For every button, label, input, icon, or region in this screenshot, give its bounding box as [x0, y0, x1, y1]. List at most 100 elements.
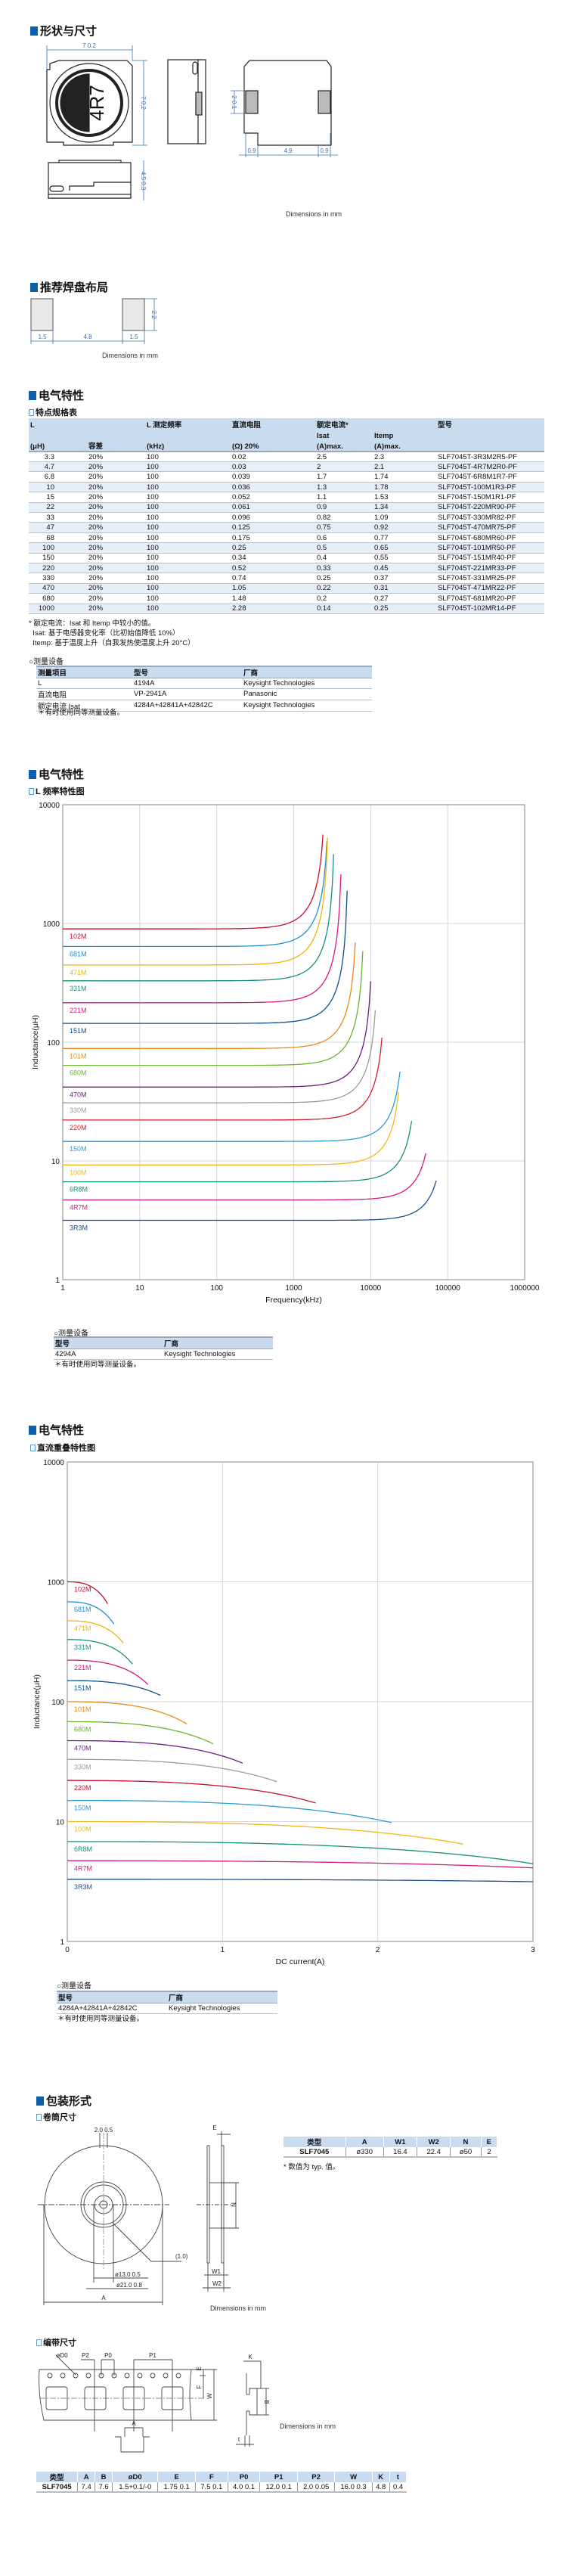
cell: 4284A+42841A+42842C [132, 700, 242, 712]
cell-dc-resistance: 1.48 [231, 593, 315, 604]
table-row: L 4194A Keysight Technologies [36, 678, 372, 689]
tape-header: 类型 [36, 2472, 79, 2482]
front-view [48, 160, 132, 199]
cell-inductance: 1000 [29, 604, 87, 614]
spec-row: 680 20% 100 1.48 0.2 0.27 SLF7045T-681MR20-PF [29, 593, 544, 604]
cell-tolerance: 20% [87, 583, 145, 594]
series-label-680M: 680M [70, 1069, 87, 1077]
cell-part-number: SLF7045T-221MR33-PF [436, 563, 544, 574]
spec-row: 150 20% 100 0.34 0.4 0.55 SLF7045T-151MR40-PF [29, 553, 544, 563]
series-label-150M: 150M [74, 1805, 91, 1812]
spec-row: 10 20% 100 0.036 1.3 1.78 SLF7045T-100M1R3-PF [29, 482, 544, 493]
units-caption: Dimensions in mm [210, 2304, 267, 2312]
heading-square-icon [30, 282, 38, 292]
sprocket-hole [73, 2373, 79, 2379]
cell-itemp: 0.27 [373, 593, 436, 604]
series-label-330M: 330M [74, 1763, 91, 1771]
cell-tolerance: 20% [87, 542, 145, 554]
cell-inductance: 680 [29, 593, 87, 604]
cell-tolerance: 20% [87, 593, 145, 604]
cell-isat: 0.82 [315, 512, 373, 523]
header-part-number: 型号 [436, 418, 544, 430]
cell-test-frequency: 100 [145, 563, 231, 574]
subheading-box-icon [36, 2113, 42, 2121]
chart-title: 直流重叠特性图 [37, 1444, 95, 1453]
dim-p0: P0 [104, 2352, 112, 2359]
cell: 16.0 0.3 [334, 2482, 373, 2493]
cell-part-number: SLF7045T-220MR90-PF [436, 502, 544, 514]
subheading-spec-table: 特点规格表 [29, 406, 77, 418]
x-tick-label: 100000 [435, 1284, 460, 1293]
series-line-151M [63, 890, 348, 1024]
spec-row: 220 20% 100 0.52 0.33 0.45 SLF7045T-221MR33-PF [29, 563, 544, 574]
cell-tolerance: 20% [87, 492, 145, 503]
cell-part-number: SLF7045T-681MR20-PF [436, 593, 544, 604]
subheading-box-icon [29, 408, 34, 416]
cell-tolerance: 20% [87, 471, 145, 483]
sprocket-hole [137, 2373, 143, 2379]
subheading-box-icon [30, 1444, 36, 1451]
cell: Keysight Technologies [163, 1349, 273, 1360]
subheading-box-icon [36, 2339, 42, 2346]
spec-row: 330 20% 100 0.74 0.25 0.37 SLF7045T-331MR25-PF [29, 573, 544, 584]
spec-row: 100 20% 100 0.25 0.5 0.65 SLF7045T-101MR50-PF [29, 542, 544, 554]
cell-itemp: 0.92 [373, 522, 436, 533]
series-line-471M [67, 1620, 124, 1643]
dim-d0: øD0 [56, 2352, 68, 2359]
bottom-view [243, 60, 332, 146]
series-line-6R8M [67, 1841, 534, 1864]
x-tick-label: 1 [221, 1946, 225, 1954]
cell-part-number: SLF7045T-470MR75-PF [436, 522, 544, 533]
dim-thickness: 4.5 0.3 [140, 172, 147, 191]
series-line-330M [67, 1758, 277, 1783]
component-pocket [161, 2386, 184, 2410]
cell-part-number: SLF7045T-471MR22-PF [436, 583, 544, 594]
header-a: A [345, 2137, 384, 2147]
cell-isat: 2 [315, 461, 373, 473]
cell-dc-resistance: 1.05 [231, 583, 315, 594]
tape-header: F [195, 2472, 228, 2482]
cell-test-frequency: 100 [145, 452, 231, 463]
spec-notes: * 额定电流：Isat 和 Itemp 中较小的值。 Isat: 基于电感器变化… [29, 619, 195, 648]
header-model: 型号 [54, 1336, 163, 1349]
series-line-150M [63, 1071, 401, 1142]
cell-isat: 0.33 [315, 563, 373, 574]
cell-itemp: 0.77 [373, 532, 436, 544]
series-label-680M: 680M [74, 1725, 91, 1733]
series-line-4R7M [63, 1153, 426, 1201]
units-caption: Dimensions in mm [286, 210, 342, 218]
cell-inductance: 3.3 [29, 452, 87, 463]
cell-itemp: 1.74 [373, 471, 436, 483]
cell-itemp: 0.25 [373, 604, 436, 614]
series-line-330M [63, 1010, 376, 1103]
pad-left [30, 298, 54, 331]
series-line-681M [63, 841, 328, 948]
header-model: 型号 [57, 1991, 167, 2003]
cell-tolerance: 20% [87, 563, 145, 574]
side-view [167, 59, 206, 144]
series-line-102M [67, 1581, 108, 1604]
dim-f: F [196, 2385, 203, 2388]
cell-isat: 0.6 [315, 532, 373, 544]
cell: 12.0 0.1 [259, 2482, 298, 2493]
subheading-chart-2: 直流重叠特性图 [30, 1442, 95, 1454]
section-heading-land: 推荐焊盘布局 [30, 279, 108, 295]
measure-table-3: 型号 厂商 4284A+42841A+42842C Keysight Technol… [57, 1991, 277, 2014]
frequency-characteristic-chart: 1 10 100 1000 10000 100000 1000000 1 10 100 1000 10… [31, 802, 540, 1305]
cell-test-frequency: 100 [145, 604, 231, 614]
y-tick-label: 1000 [48, 1579, 65, 1587]
cell-part-number: SLF7045T-100M1R3-PF [436, 482, 544, 493]
series-label-470M: 470M [74, 1745, 91, 1752]
header-maker: 厂商 [242, 666, 372, 678]
series-label-6R8M: 6R8M [70, 1186, 88, 1193]
series-line-100M [67, 1820, 463, 1845]
heading-text: 形状与尺寸 [40, 25, 98, 38]
header-isat-unit: (A)max. [315, 440, 373, 452]
cell-itemp: 0.65 [373, 542, 436, 554]
dim-k: K [248, 2354, 253, 2360]
series-line-102M [63, 834, 324, 930]
cell-part-number: SLF7045T-151MR40-PF [436, 553, 544, 563]
sprocket-hole [163, 2373, 169, 2379]
marking-text: 4R7 [85, 85, 108, 121]
subheading-text: 特点规格表 [36, 408, 77, 417]
